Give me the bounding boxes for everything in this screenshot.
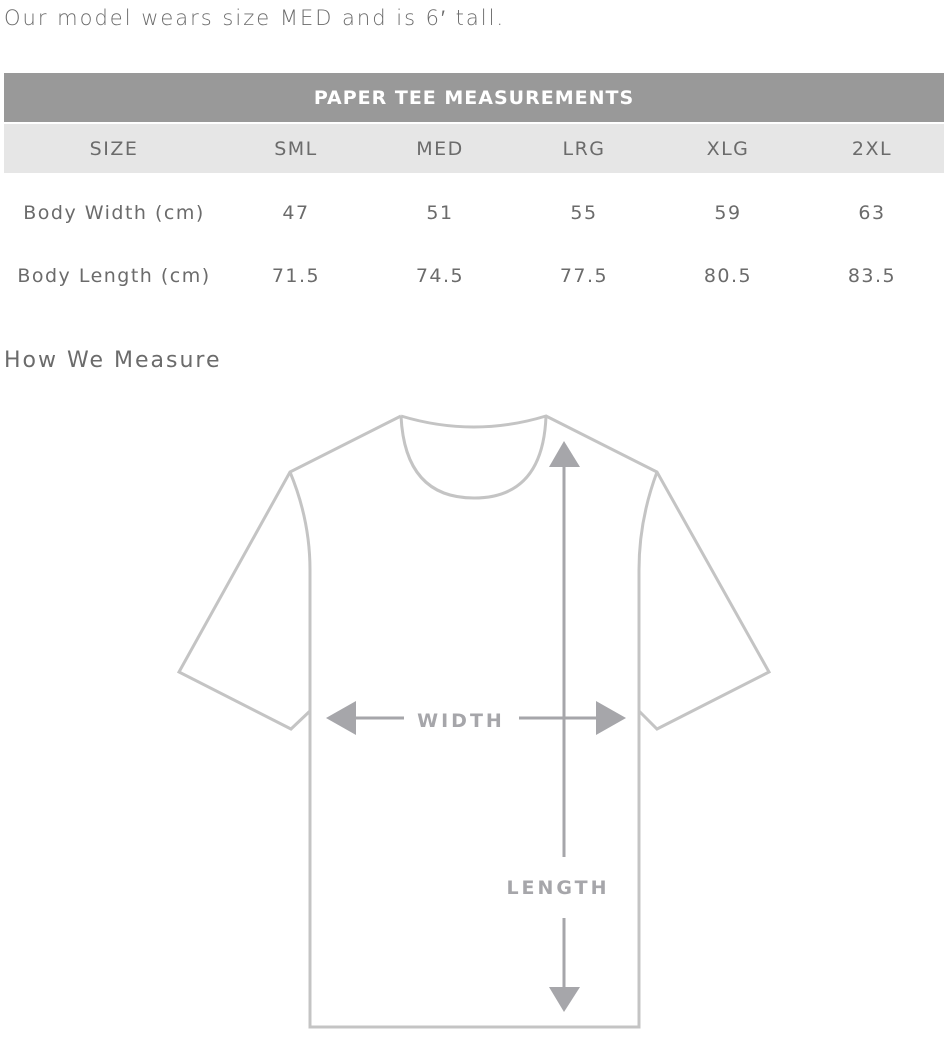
header-cell: LRG [562, 137, 606, 160]
cell: 80.5 [703, 264, 753, 287]
cell: 51 [426, 201, 454, 224]
header-cell: XLG [706, 137, 750, 160]
width-label: WIDTH [417, 710, 505, 732]
cell: 47 [282, 201, 310, 224]
cell: 77.5 [559, 264, 609, 287]
row-label: Body Length (cm) [17, 264, 211, 287]
table-header-row: SIZE SML MED LRG XLG 2XL [4, 124, 944, 173]
cell: 71.5 [271, 264, 321, 287]
cell: 55 [570, 201, 598, 224]
row-label: Body Width (cm) [23, 201, 205, 224]
how-we-measure-title: How We Measure [4, 348, 222, 373]
measurements-table: PAPER TEE MEASUREMENTS SIZE SML MED LRG … [4, 73, 944, 301]
table-title: PAPER TEE MEASUREMENTS [4, 73, 944, 122]
cell: 59 [714, 201, 742, 224]
length-label: LENGTH [506, 877, 609, 899]
length-arrow [549, 441, 580, 1012]
header-cell: 2XL [851, 137, 893, 160]
table-row: Body Length (cm) 71.5 74.5 77.5 80.5 83.… [4, 250, 944, 301]
cell: 83.5 [847, 264, 897, 287]
tshirt-outline [176, 414, 772, 1029]
table-row: Body Width (cm) 47 51 55 59 63 [4, 187, 944, 238]
width-arrow [326, 701, 626, 735]
cell: 63 [858, 201, 886, 224]
model-size-note: Our model wears size MED and is 6′ tall. [4, 6, 506, 30]
header-cell: MED [416, 137, 464, 160]
cell: 74.5 [415, 264, 465, 287]
header-cell: SML [274, 137, 318, 160]
header-cell: SIZE [89, 137, 139, 160]
